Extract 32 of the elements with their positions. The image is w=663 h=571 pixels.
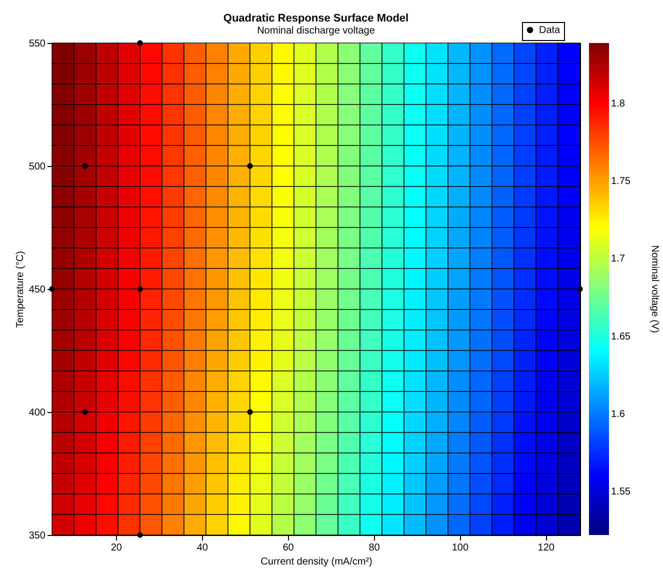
- color-bar-label: 1.8: [611, 98, 626, 110]
- y-axis-title: Temperature (°C): [14, 251, 26, 328]
- x-tick-label: 100: [452, 542, 469, 554]
- color-bar-label: 1.65: [611, 331, 631, 342]
- point: [137, 532, 143, 538]
- chart-subtitle: Nominal discharge voltage: [257, 26, 376, 36]
- x-tick-label: 80: [368, 542, 380, 554]
- color-bar-title: Nominal voltage (V): [649, 245, 660, 333]
- color-bar-label: 1.75: [611, 176, 631, 188]
- legend-label: Data: [539, 25, 561, 36]
- y-tick-label: 500: [28, 162, 46, 172]
- color-bar-label: 1.55: [611, 486, 631, 498]
- point: [247, 409, 253, 415]
- point: [577, 286, 583, 292]
- x-tick-label: 120: [538, 542, 555, 554]
- x-tick-label: 20: [110, 542, 122, 554]
- y-tick-label: 350: [28, 530, 46, 542]
- y-tick-label: 450: [28, 284, 46, 296]
- x-tick-label: 60: [282, 542, 294, 554]
- x-axis-title: Current density (mA/cm²): [260, 556, 372, 568]
- point: [137, 40, 143, 46]
- color-bar-label: 1.6: [611, 408, 626, 420]
- color-bar-label: 1.7: [611, 254, 626, 265]
- x-tick-label: 40: [196, 542, 208, 554]
- point: [137, 286, 143, 292]
- chart-title: Quadratic Response Surface Model: [223, 12, 409, 24]
- y-tick-label: 550: [28, 38, 46, 50]
- point: [247, 163, 253, 169]
- point: [49, 286, 55, 292]
- point: [82, 163, 88, 169]
- point: [82, 409, 88, 415]
- y-tick-label: 400: [28, 408, 46, 418]
